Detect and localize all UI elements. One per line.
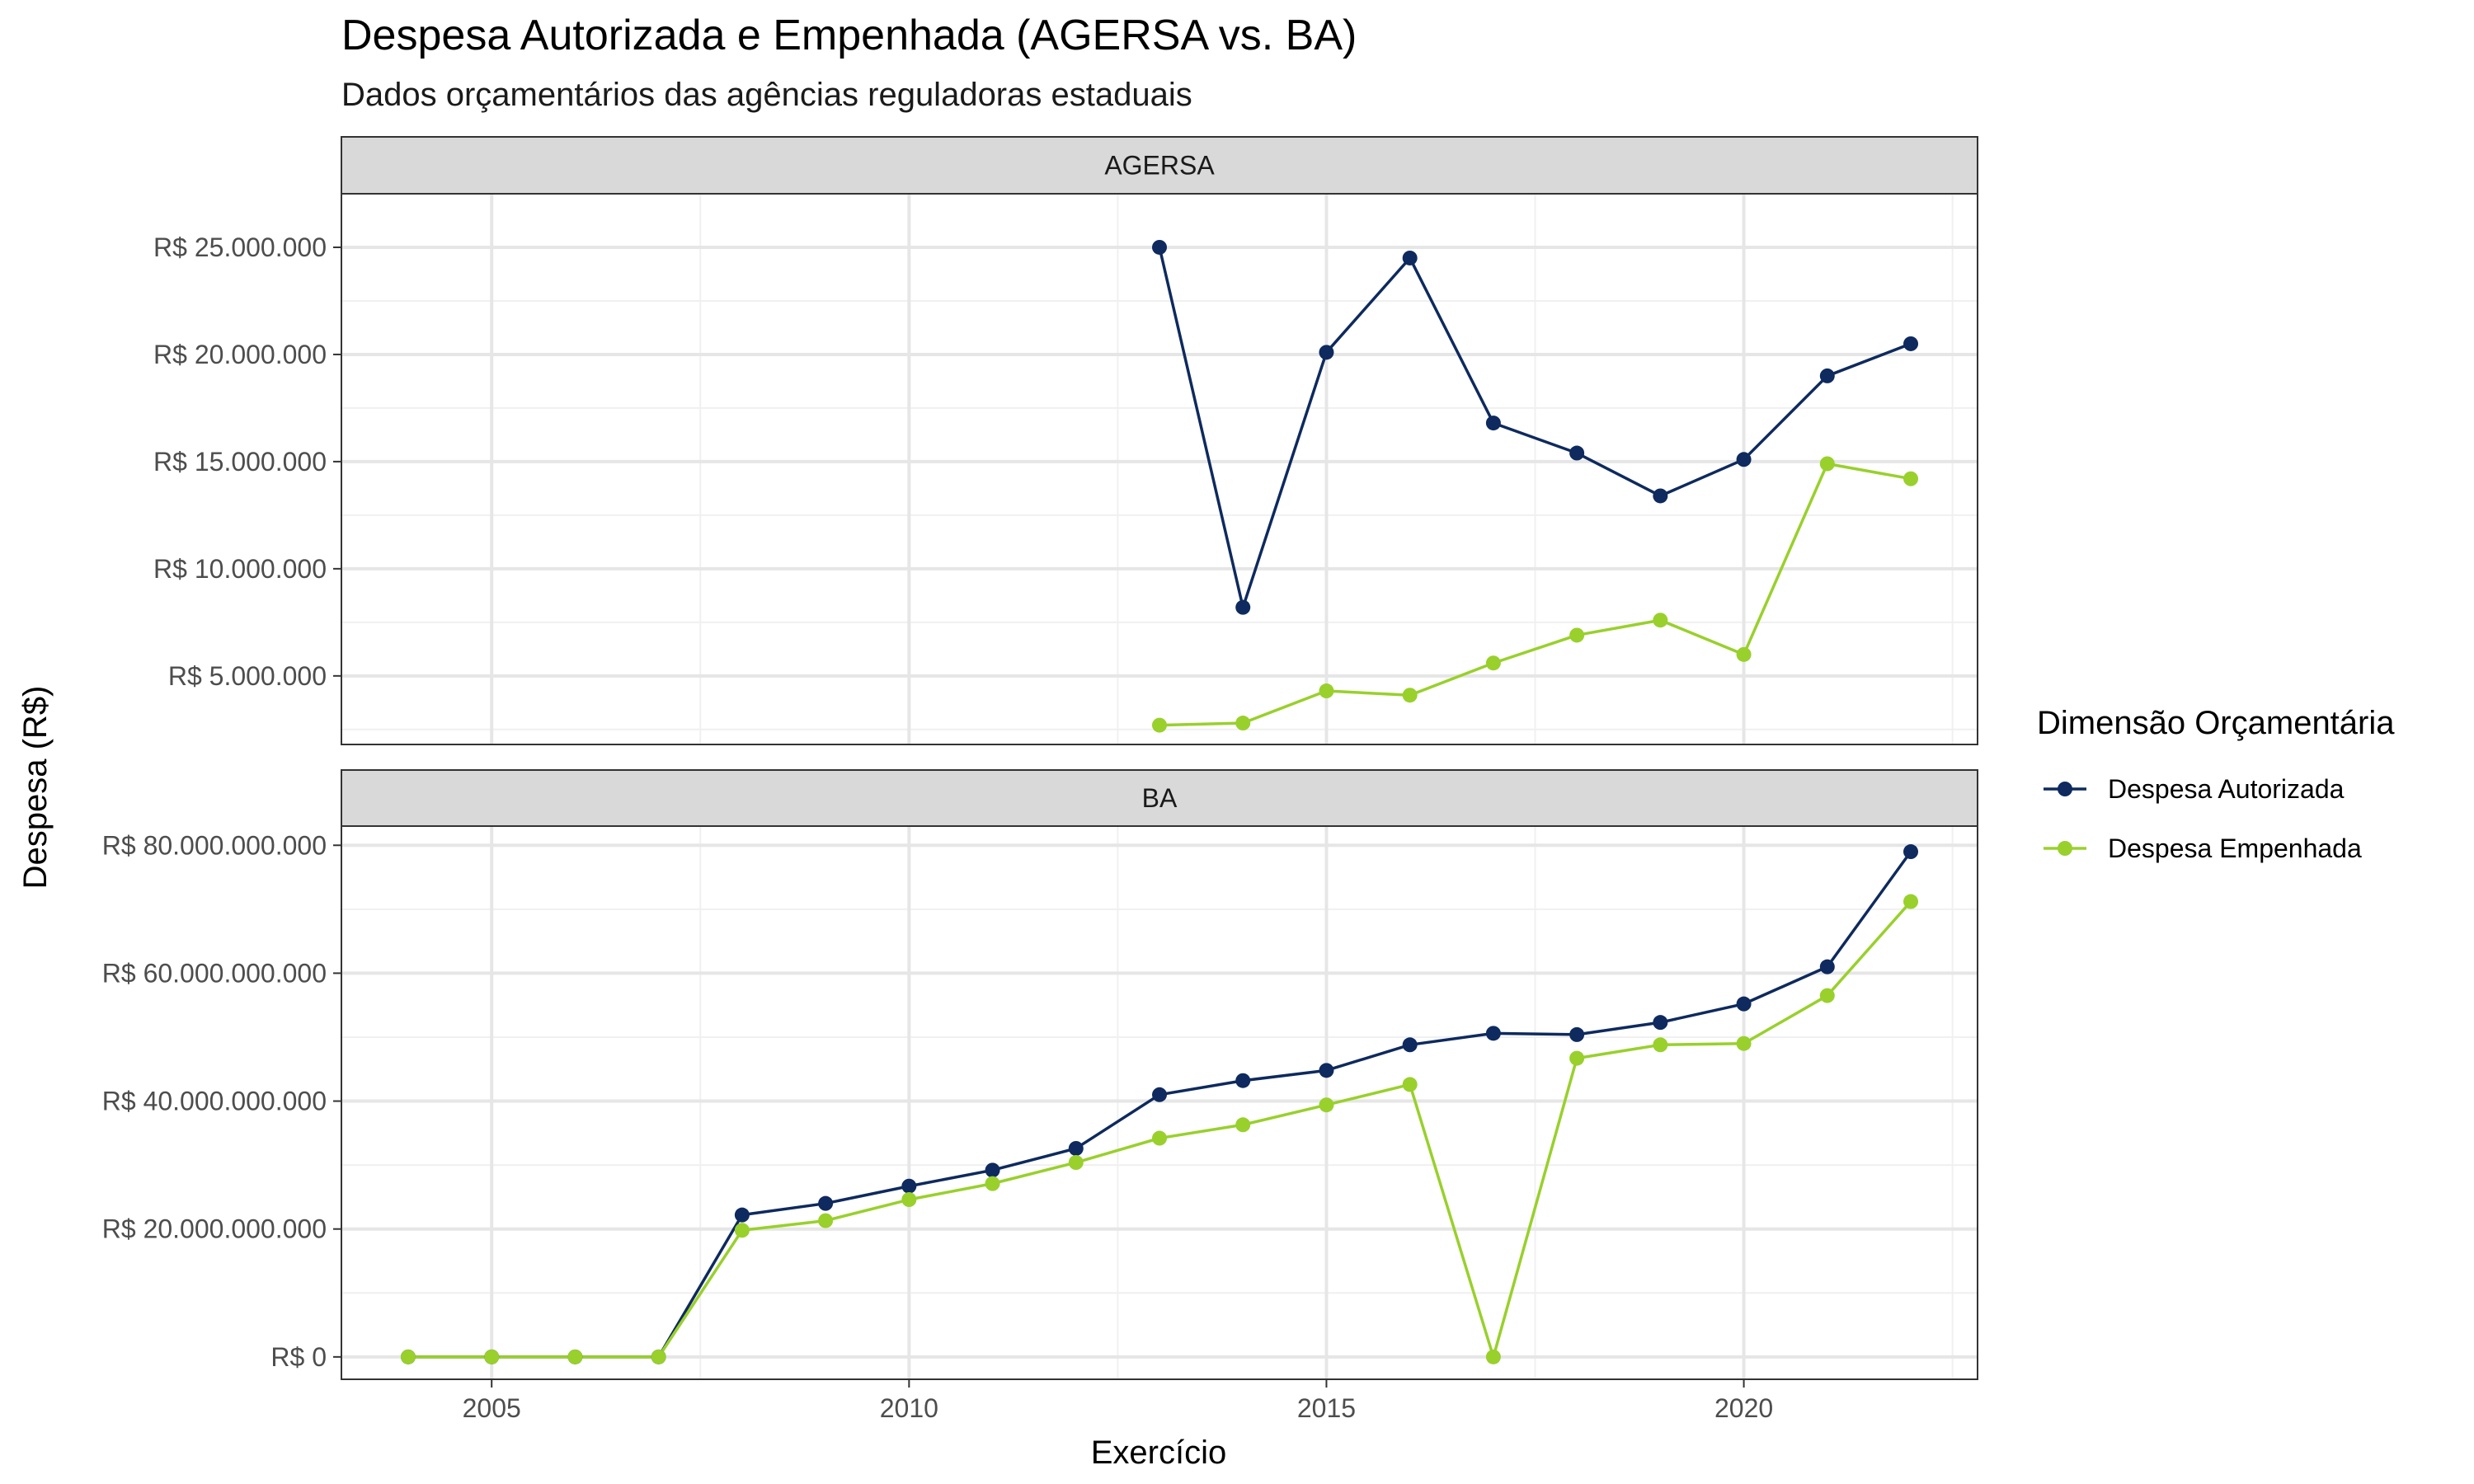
point-despesa-empenhada [818, 1213, 834, 1228]
panel-border [341, 825, 1978, 1380]
y-tick-label: R$ 20.000.000 [153, 340, 327, 369]
y-tick-label: R$ 10.000.000 [153, 554, 327, 584]
point-despesa-empenhada [1653, 613, 1668, 628]
point-despesa-autorizada [901, 1178, 917, 1194]
legend-key-point [2058, 782, 2072, 796]
y-tick-label: R$ 20.000.000.000 [102, 1214, 327, 1244]
x-tick-label: 2015 [1297, 1393, 1356, 1423]
point-despesa-empenhada [1485, 1349, 1501, 1364]
legend-item: Despesa Empenhada [2044, 834, 2362, 863]
y-tick-label: R$ 15.000.000 [153, 447, 327, 477]
point-despesa-empenhada [1653, 1037, 1668, 1053]
point-despesa-autorizada [1402, 1037, 1418, 1053]
point-despesa-empenhada [567, 1349, 583, 1364]
point-despesa-autorizada [985, 1162, 1000, 1178]
point-despesa-empenhada [1319, 683, 1334, 699]
panel-agersa: AGERSA R$ 5.000.000 R$ 10.000.000 R$ 15.000… [153, 136, 1978, 745]
panels: AGERSA R$ 5.000.000 R$ 10.000.000 R$ 15.000… [102, 136, 1978, 1380]
point-despesa-autorizada [1736, 452, 1752, 467]
series-line-despesa-empenhada [1159, 462, 1912, 727]
point-despesa-autorizada [1235, 599, 1251, 615]
point-despesa-empenhada [1569, 627, 1585, 643]
point-despesa-empenhada [1819, 456, 1835, 472]
point-despesa-empenhada [901, 1192, 917, 1208]
chart-subtitle: Dados orçamentários das agências regulad… [341, 77, 1192, 113]
legend: Dimensão Orçamentária Despesa Autorizada… [2037, 705, 2395, 863]
point-despesa-empenhada [1736, 646, 1752, 662]
point-despesa-empenhada [1569, 1050, 1585, 1066]
legend-title: Dimensão Orçamentária [2037, 705, 2395, 741]
y-tick-label: R$ 40.000.000.000 [102, 1087, 327, 1116]
point-despesa-autorizada [1903, 336, 1919, 351]
legend-label: Despesa Autorizada [2108, 774, 2345, 804]
y-tick-label: R$ 80.000.000.000 [102, 830, 327, 860]
panel-border [341, 193, 1978, 745]
y-tick-label: R$ 0 [270, 1342, 327, 1372]
point-despesa-empenhada [1819, 988, 1835, 1003]
point-despesa-autorizada [734, 1207, 750, 1223]
point-despesa-empenhada [1485, 655, 1501, 671]
point-despesa-empenhada [734, 1223, 750, 1238]
point-despesa-autorizada [1402, 250, 1418, 265]
series-layer [400, 844, 1919, 1364]
point-despesa-autorizada [818, 1195, 834, 1211]
point-despesa-autorizada [1569, 1026, 1585, 1042]
point-despesa-autorizada [1736, 996, 1752, 1012]
point-despesa-empenhada [651, 1349, 666, 1364]
point-despesa-empenhada [1152, 1130, 1167, 1146]
point-despesa-empenhada [985, 1176, 1000, 1191]
y-tick-label: R$ 25.000.000 [153, 232, 327, 262]
point-despesa-autorizada [1653, 1015, 1668, 1031]
point-despesa-autorizada [1485, 1026, 1501, 1041]
point-despesa-autorizada [1819, 959, 1835, 974]
x-tick-label: 2005 [463, 1393, 521, 1423]
y-tick-label: R$ 60.000.000.000 [102, 958, 327, 988]
point-despesa-empenhada [1402, 688, 1418, 703]
point-despesa-empenhada [1235, 1117, 1251, 1133]
x-axis-title: Exercício [1091, 1435, 1227, 1471]
chart-title: Despesa Autorizada e Empenhada (AGERSA v… [341, 12, 1357, 59]
series-line-despesa-autorizada [1158, 247, 1912, 609]
point-despesa-empenhada [1736, 1036, 1752, 1051]
y-axis-title: Despesa (R$) [17, 686, 54, 890]
point-despesa-autorizada [1653, 488, 1668, 504]
point-despesa-autorizada [1319, 345, 1334, 360]
legend-item: Despesa Autorizada [2044, 774, 2345, 804]
point-despesa-empenhada [1903, 894, 1919, 909]
legend-key-point [2058, 841, 2072, 856]
point-despesa-empenhada [1319, 1097, 1334, 1113]
series-layer [1152, 239, 1919, 733]
point-despesa-autorizada [1152, 239, 1167, 255]
point-despesa-autorizada [1485, 416, 1501, 431]
point-despesa-empenhada [1235, 716, 1251, 731]
point-despesa-empenhada [1152, 717, 1167, 733]
x-tick-label: 2020 [1714, 1393, 1773, 1423]
facet-strip-label: AGERSA [1104, 151, 1215, 181]
facet-strip-label: BA [1142, 783, 1178, 813]
point-despesa-empenhada [484, 1349, 500, 1364]
point-despesa-autorizada [1903, 844, 1919, 860]
point-despesa-autorizada [1319, 1063, 1334, 1078]
point-despesa-empenhada [1402, 1077, 1418, 1092]
x-tick-label: 2010 [880, 1393, 938, 1423]
point-despesa-empenhada [400, 1349, 416, 1364]
y-tick-label: R$ 5.000.000 [168, 661, 327, 691]
panel-ba: BA R$ 0 R$ 20.000.000.000 R$ 40.000.000.000… [102, 769, 1978, 1380]
legend-label: Despesa Empenhada [2108, 834, 2362, 863]
point-despesa-autorizada [1819, 368, 1835, 383]
legend-items: Despesa Autorizada Despesa Empenhada [2044, 774, 2362, 863]
point-despesa-empenhada [1903, 471, 1919, 486]
point-despesa-autorizada [1068, 1140, 1084, 1156]
facet-strip [341, 136, 1978, 195]
point-despesa-autorizada [1569, 445, 1585, 461]
point-despesa-autorizada [1235, 1073, 1251, 1088]
plot-background [341, 194, 1978, 744]
x-axis: 2005 2010 2015 2020 [463, 1379, 1773, 1423]
point-despesa-empenhada [1068, 1155, 1084, 1171]
point-despesa-autorizada [1152, 1087, 1167, 1102]
